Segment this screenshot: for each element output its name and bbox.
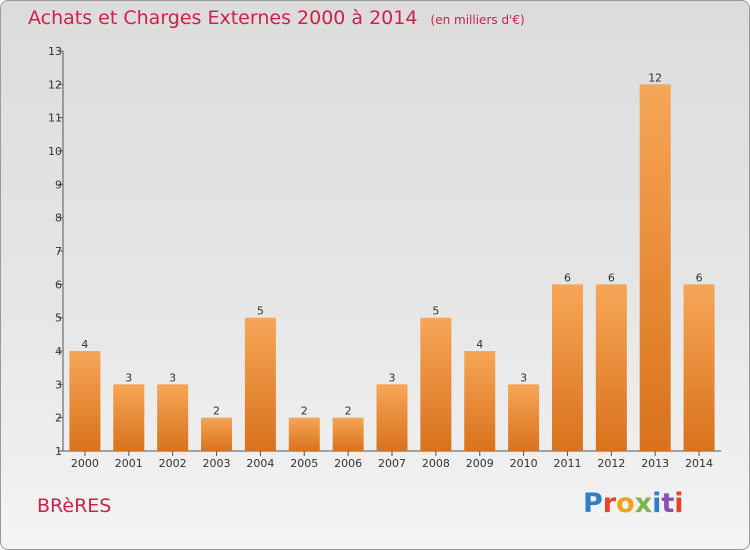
- x-tick-label-2013: 2013: [641, 457, 669, 470]
- value-label-2002: 3: [169, 371, 176, 384]
- x-tick-label-2000: 2000: [71, 457, 99, 470]
- bar-2011: [551, 284, 583, 451]
- x-tick-label-2006: 2006: [334, 457, 362, 470]
- bar-2007: [376, 384, 408, 451]
- x-tick-label-2004: 2004: [246, 457, 274, 470]
- value-label-2012: 6: [608, 271, 615, 284]
- bar-2012: [595, 284, 627, 451]
- bar-2014: [683, 284, 715, 451]
- bar-2013: [639, 84, 671, 451]
- bar-2006: [332, 417, 364, 451]
- value-label-2010: 3: [520, 371, 527, 384]
- value-label-2008: 5: [432, 305, 439, 318]
- logo-letter: r: [602, 488, 617, 519]
- x-tick-label-2012: 2012: [597, 457, 625, 470]
- y-tick-label: 2: [55, 412, 62, 425]
- bar-2002: [157, 384, 189, 451]
- y-tick-label: 3: [55, 378, 62, 391]
- y-tick-label: 13: [48, 45, 62, 58]
- value-label-2013: 12: [648, 71, 662, 84]
- bar-2004: [244, 317, 276, 451]
- logo-letter: i: [652, 488, 662, 519]
- x-tick-label-2001: 2001: [115, 457, 143, 470]
- bar-2003: [201, 417, 233, 451]
- chart-subtitle: (en milliers d'€): [430, 13, 525, 27]
- x-tick-label-2007: 2007: [378, 457, 406, 470]
- x-tick-label-2014: 2014: [685, 457, 713, 470]
- value-label-2000: 4: [81, 338, 88, 351]
- chart-title: Achats et Charges Externes 2000 à 2014: [28, 7, 418, 29]
- value-label-2004: 5: [257, 305, 264, 318]
- value-label-2007: 3: [389, 371, 396, 384]
- y-tick-label: 11: [48, 112, 62, 125]
- x-tick-label-2002: 2002: [159, 457, 187, 470]
- value-label-2006: 2: [345, 405, 352, 418]
- y-tick-label: 7: [55, 245, 62, 258]
- x-tick-label-2011: 2011: [553, 457, 581, 470]
- value-label-2001: 3: [125, 371, 132, 384]
- logo-letter: o: [616, 488, 635, 519]
- x-tick-label-2010: 2010: [510, 457, 538, 470]
- x-tick-label-2008: 2008: [422, 457, 450, 470]
- x-tick-label-2003: 2003: [203, 457, 231, 470]
- x-tick-label-2009: 2009: [466, 457, 494, 470]
- bar-2000: [69, 351, 101, 451]
- bar-2010: [508, 384, 540, 451]
- y-tick-label: 9: [55, 178, 62, 191]
- logo-letter: P: [583, 488, 603, 519]
- y-tick-label: 1: [55, 445, 62, 458]
- bar-2008: [420, 317, 452, 451]
- value-label-2003: 2: [213, 405, 220, 418]
- logo-letter: x: [634, 488, 653, 519]
- bar-2001: [113, 384, 145, 451]
- value-label-2009: 4: [476, 338, 483, 351]
- x-tick-label-2005: 2005: [290, 457, 318, 470]
- proxiti-logo: Proxiti: [583, 488, 684, 519]
- bar-2009: [464, 351, 496, 451]
- y-tick-label: 12: [48, 78, 62, 91]
- logo-letter: i: [674, 488, 684, 519]
- value-label-2005: 2: [301, 405, 308, 418]
- y-tick-label: 5: [55, 312, 62, 325]
- bar-2005: [288, 417, 320, 451]
- value-label-2011: 6: [564, 271, 571, 284]
- y-tick-label: 10: [48, 145, 62, 158]
- logo-letter: t: [661, 488, 675, 519]
- y-tick-label: 4: [55, 345, 62, 358]
- location-name: BRèRES: [37, 495, 112, 517]
- y-tick-label: 6: [55, 278, 62, 291]
- bars: 4 3 3 2 5 2 2 3 5 4 3 6 6 12 6: [69, 71, 715, 451]
- title-row: Achats et Charges Externes 2000 à 2014 (…: [28, 7, 525, 29]
- y-tick-label: 8: [55, 212, 62, 225]
- value-label-2014: 6: [696, 271, 703, 284]
